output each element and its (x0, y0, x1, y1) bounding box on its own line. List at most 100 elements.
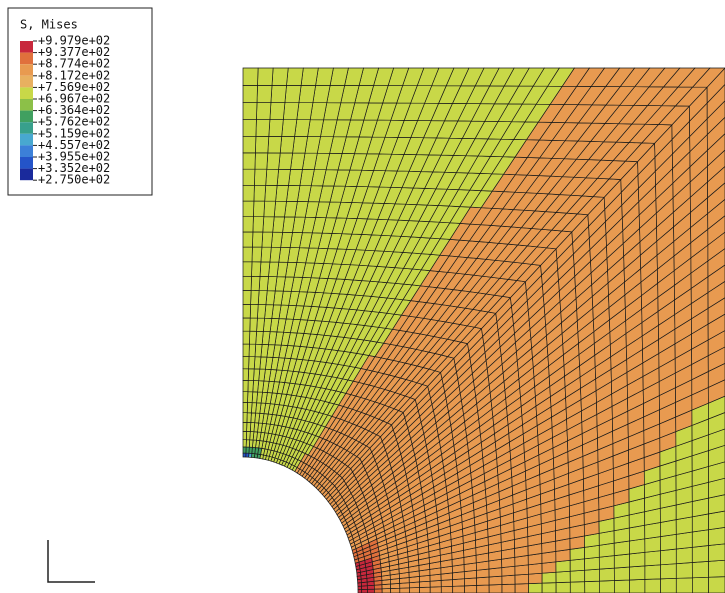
mesh-element (256, 85, 273, 103)
legend-label: +4.557e+02 (38, 138, 110, 152)
legend-swatch (20, 64, 33, 76)
mesh-element (270, 85, 287, 103)
mesh-element (253, 184, 267, 202)
mesh-element (708, 428, 725, 452)
mesh-element (707, 280, 725, 309)
mesh-element (706, 67, 725, 104)
legend-label: +7.569e+02 (38, 80, 110, 94)
mesh-element (273, 200, 287, 218)
mesh-element (248, 343, 257, 358)
mesh-element (292, 136, 309, 154)
mesh-element (707, 133, 725, 167)
mesh-element (660, 548, 677, 566)
mesh-element (361, 588, 368, 593)
mesh-element (409, 587, 420, 593)
mesh-element (242, 184, 255, 202)
legend-swatch (20, 75, 33, 88)
mesh-element (584, 556, 600, 571)
mesh-element (265, 168, 279, 186)
mesh-element (242, 168, 256, 186)
legend-label: +9.979e+02 (38, 34, 110, 48)
mesh-element (419, 586, 431, 593)
mesh-element (268, 261, 280, 278)
mesh-element (242, 275, 252, 291)
mesh-element (707, 231, 725, 262)
mesh-element (613, 540, 630, 556)
mesh-element (488, 584, 503, 593)
mesh-element (264, 184, 278, 202)
mesh-element (707, 215, 725, 246)
mesh-element (242, 119, 257, 137)
mesh-element (708, 527, 725, 546)
mesh-element (245, 452, 250, 458)
mesh-element (242, 452, 247, 458)
mesh-element (708, 576, 725, 593)
mesh-element (255, 119, 271, 137)
mesh-element (514, 564, 529, 576)
mesh-element (707, 248, 725, 278)
mesh-element (254, 343, 263, 358)
mesh-element (288, 169, 303, 186)
axis-triad (47, 540, 95, 583)
mesh-element (708, 395, 725, 420)
mesh-element (357, 585, 363, 591)
mesh-element (242, 216, 254, 233)
mesh-element (279, 136, 295, 154)
mesh (242, 67, 725, 593)
mesh-element (514, 573, 529, 585)
mesh-element (708, 444, 725, 467)
legend-label: +8.172e+02 (38, 68, 110, 82)
mesh-element (541, 571, 557, 584)
mesh-element (569, 581, 586, 593)
mesh-element (675, 577, 693, 593)
mesh-element (267, 136, 283, 154)
mesh-element (514, 583, 529, 593)
mesh-element (290, 152, 306, 170)
legend-label: +6.967e+02 (38, 92, 110, 106)
mesh-element (256, 102, 272, 120)
mesh-element (242, 317, 251, 332)
mesh-element (249, 330, 257, 345)
mesh-element (707, 313, 725, 341)
legend-label: +9.377e+02 (38, 45, 110, 59)
mesh-element (242, 261, 253, 277)
mesh-element (708, 477, 725, 499)
mesh-element (242, 152, 256, 170)
legend-swatch (20, 133, 33, 146)
mesh-element (452, 585, 465, 593)
mesh-element (501, 574, 516, 585)
mesh-element (691, 561, 709, 579)
legend-label: +8.774e+02 (38, 57, 110, 71)
mesh-element (262, 216, 275, 233)
mesh-element (644, 536, 661, 553)
mesh-element (315, 67, 334, 86)
mesh-element (298, 85, 317, 104)
mesh-element (476, 584, 490, 593)
mesh-element (707, 149, 725, 183)
mesh-element (246, 431, 251, 441)
mesh-element (266, 276, 278, 292)
mesh-element (242, 85, 258, 103)
mesh-element (707, 346, 725, 373)
legend-swatch (20, 145, 33, 157)
legend-label: +6.364e+02 (38, 103, 110, 117)
mesh-element (569, 558, 586, 572)
mesh-element (242, 402, 248, 414)
mesh-element (464, 577, 478, 587)
mesh-element (249, 317, 258, 332)
mesh-element (255, 135, 270, 154)
mesh-element (708, 412, 725, 436)
mesh-element (242, 246, 253, 263)
mesh-element (707, 182, 725, 215)
mesh-element (242, 391, 249, 403)
mesh-element (357, 589, 363, 593)
mesh-element (464, 585, 478, 593)
mesh-element (255, 330, 264, 345)
legend-swatch (20, 52, 33, 65)
mesh-element (242, 368, 249, 381)
mesh-element (660, 577, 677, 593)
mesh-element (263, 200, 276, 218)
mesh-element (707, 362, 725, 388)
mesh-element (691, 545, 709, 563)
mesh-element (706, 100, 725, 136)
